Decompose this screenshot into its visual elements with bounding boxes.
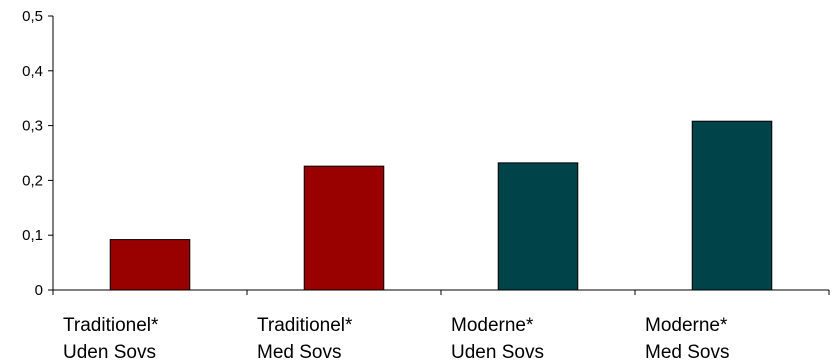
bar: [497, 162, 579, 291]
x-category-label: Traditionel*: [257, 315, 353, 336]
x-category-label: Uden Sovs: [451, 342, 544, 361]
bar: [691, 120, 773, 291]
x-category-label: Moderne*: [645, 315, 728, 336]
bar: [303, 165, 385, 291]
x-category-label: Uden Sovs: [63, 342, 156, 361]
y-tick-label: 0: [35, 282, 43, 299]
y-tick-label: 0,1: [22, 227, 43, 244]
y-tick-label: 0,5: [22, 8, 43, 25]
y-tick-label: 0,3: [22, 118, 43, 135]
x-category-label: Med Sovs: [645, 342, 729, 361]
x-category-labels: Traditionel* Uden Sovs Traditionel* Med Sov…: [63, 315, 729, 361]
y-tick-label: 0,4: [22, 63, 43, 80]
y-tick-labels: 0 0,1 0,2 0,3 0,4 0,5: [22, 8, 43, 299]
x-category-label: Moderne*: [451, 315, 534, 336]
x-category-label: Traditionel*: [63, 315, 159, 336]
y-tick-label: 0,2: [22, 172, 43, 189]
x-category-label: Med Sovs: [257, 342, 341, 361]
bar: [109, 239, 191, 291]
bars: [109, 120, 773, 291]
